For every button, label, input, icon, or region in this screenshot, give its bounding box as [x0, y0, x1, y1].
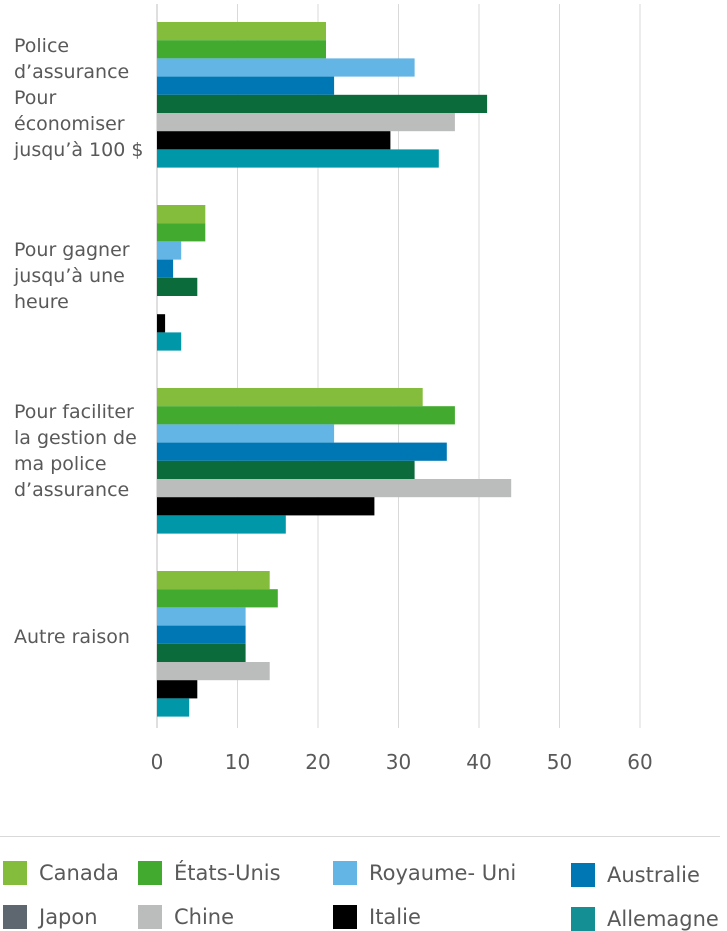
bar--tats-unis-cat-2	[157, 406, 455, 425]
bar--tats-unis-cat-1	[157, 223, 206, 242]
legend-item-royaume-uni: Royaume- Uni	[333, 861, 516, 885]
legend-label: États-Unis	[174, 861, 281, 885]
legend-item--tats-unis: États-Unis	[138, 861, 281, 885]
category-label-line: Autre raison	[14, 626, 130, 648]
bar-japon-cat-0	[157, 94, 488, 113]
category-label-line: économiser	[14, 113, 125, 135]
bar-royaume-uni-cat-0	[157, 58, 415, 77]
legend-label: Japon	[39, 905, 98, 929]
category-label-line: ma police	[14, 453, 107, 475]
bar--tats-unis-cat-0	[157, 40, 326, 59]
bar-australie-cat-3	[157, 625, 246, 644]
category-label-line: la gestion de	[14, 427, 137, 449]
legend-divider	[0, 836, 720, 837]
category-label-line: Pour	[14, 87, 56, 109]
category-label-line: jusqu’à 100 $	[13, 139, 143, 161]
bar-canada-cat-1	[157, 205, 206, 224]
legend-label: Royaume- Uni	[369, 861, 517, 885]
category-label-line: heure	[14, 291, 69, 313]
legend-swatch	[3, 905, 27, 929]
bar-japon-cat-3	[157, 643, 246, 662]
category-label-line: d’assurance	[14, 61, 129, 83]
legend-item-allemagne: Allemagne	[571, 907, 719, 931]
category-label-line: Pour faciliter	[14, 401, 134, 423]
bar-italie-cat-0	[157, 131, 391, 150]
bar-royaume-uni-cat-2	[157, 424, 335, 443]
bar-italie-cat-1	[157, 314, 166, 333]
bar-australie-cat-1	[157, 259, 174, 278]
bar-allemagne-cat-2	[157, 515, 286, 534]
legend-item-italie: Italie	[333, 905, 421, 929]
bar-italie-cat-3	[157, 680, 198, 699]
legend-swatch	[333, 861, 357, 885]
category-label-3: Autre raison	[14, 626, 130, 648]
category-label-line: Police	[14, 35, 69, 57]
category-label-line: d’assurance	[14, 479, 129, 501]
legend-swatch	[138, 905, 162, 929]
bar-australie-cat-2	[157, 442, 447, 461]
x-tick-label-10: 10	[225, 750, 250, 774]
bar-canada-cat-3	[157, 571, 270, 590]
x-tick-label-0: 0	[151, 750, 164, 774]
category-label-line: Pour gagner	[14, 239, 130, 261]
x-tick-label-30: 30	[386, 750, 411, 774]
legend-item-australie: Australie	[571, 863, 700, 887]
legend-label: Allemagne	[607, 907, 719, 931]
legend-item-japon: Japon	[3, 905, 98, 929]
bar-chine-cat-3	[157, 662, 270, 681]
legend-label: Chine	[174, 905, 235, 929]
bar-allemagne-cat-3	[157, 698, 190, 717]
legend-item-chine: Chine	[138, 905, 234, 929]
bar-canada-cat-0	[157, 22, 326, 41]
bar-japon-cat-1	[157, 277, 198, 296]
legend-label: Italie	[369, 905, 421, 929]
bar--tats-unis-cat-3	[157, 589, 278, 608]
category-label-2: Pour faciliter la gestion de ma police d’as…	[14, 401, 137, 501]
bar-japon-cat-2	[157, 460, 415, 479]
category-label-0: Police d’assurance Pour économiser jusqu’à 1…	[13, 35, 143, 161]
x-tick-label-60: 60	[627, 750, 652, 774]
bar-royaume-uni-cat-1	[157, 241, 182, 260]
legend-label: Canada	[39, 861, 119, 885]
bar-allemagne-cat-1	[157, 332, 182, 351]
x-tick-label-50: 50	[547, 750, 572, 774]
bar-chine-cat-0	[157, 113, 455, 132]
bar-italie-cat-2	[157, 497, 375, 516]
legend-label: Australie	[607, 863, 700, 887]
legend-swatch	[571, 907, 595, 931]
bar-chine-cat-2	[157, 479, 512, 498]
bar-canada-cat-2	[157, 388, 423, 407]
bar-australie-cat-0	[157, 76, 335, 95]
x-tick-label-40: 40	[466, 750, 491, 774]
x-tick-label-20: 20	[305, 750, 330, 774]
legend-swatch	[3, 861, 27, 885]
bar-royaume-uni-cat-3	[157, 607, 246, 626]
category-label-line: jusqu’à une	[13, 265, 125, 287]
bar-allemagne-cat-0	[157, 149, 439, 168]
legend-swatch	[138, 861, 162, 885]
category-label-1: Pour gagner jusqu’à une heure	[13, 239, 130, 313]
bar-chart: Police d’assurance Pour économiser jusqu’à 1…	[13, 4, 653, 774]
legend-swatch	[333, 905, 357, 929]
legend-swatch	[571, 863, 595, 887]
legend-item-canada: Canada	[3, 861, 119, 885]
